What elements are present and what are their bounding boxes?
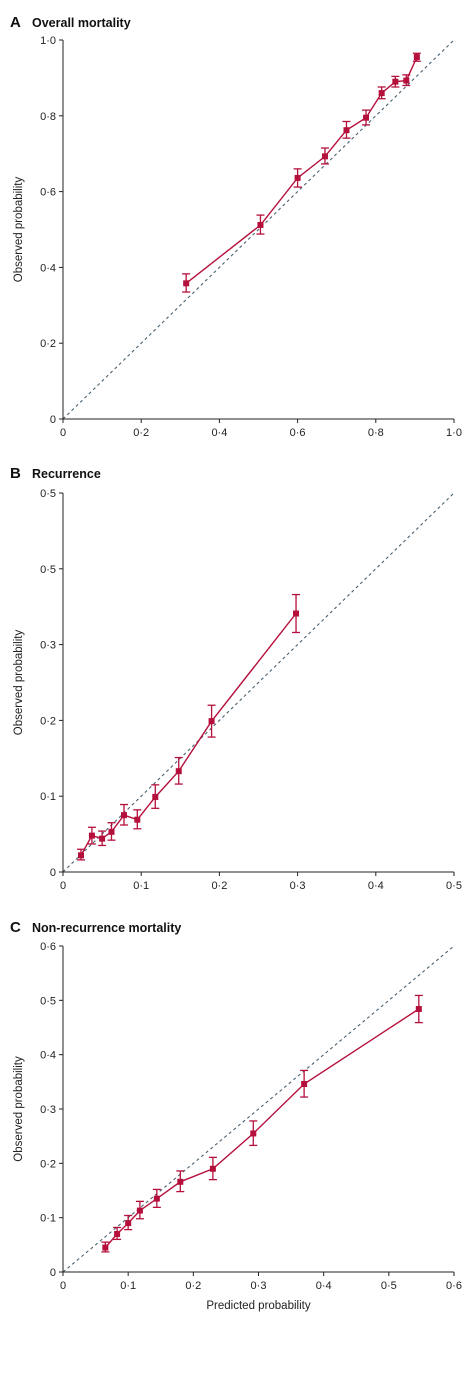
data-point — [134, 816, 141, 823]
y-axis-label: Observed probability — [13, 1056, 25, 1162]
y-tick-label: 0·2 — [40, 715, 56, 727]
y-tick-label: 0·6 — [40, 941, 56, 953]
x-tick-label: 0·6 — [290, 427, 306, 439]
y-axis-label: Observed probability — [13, 177, 25, 283]
data-point — [363, 114, 370, 121]
reference-line — [62, 39, 455, 420]
x-tick-label: 0 — [60, 427, 66, 439]
x-tick-label: 0 — [60, 1280, 66, 1292]
data-point — [392, 78, 399, 85]
data-point — [102, 1244, 109, 1251]
data-point — [301, 1081, 308, 1088]
y-tick-label: 0·5 — [40, 995, 56, 1007]
data-point — [403, 77, 410, 84]
y-axis-label: Observed probability — [13, 630, 25, 736]
y-tick-label: 0·4 — [40, 262, 56, 274]
data-point — [99, 835, 106, 842]
y-tick-label: 1·0 — [40, 35, 56, 47]
data-point — [125, 1220, 132, 1227]
data-point — [175, 768, 182, 775]
x-tick-label: 0 — [60, 880, 66, 892]
x-tick-label: 0·4 — [211, 427, 227, 439]
series-line — [185, 56, 418, 284]
data-point — [413, 54, 420, 61]
data-point — [88, 832, 95, 839]
data-point — [321, 153, 328, 160]
data-point — [293, 610, 300, 617]
data-point — [77, 852, 84, 859]
y-tick-label: 0·1 — [40, 1213, 56, 1225]
x-tick-label: 0·5 — [446, 880, 462, 892]
y-tick-label: 0·5 — [40, 488, 56, 500]
y-tick-label: 0·2 — [40, 338, 56, 350]
data-point — [153, 1195, 160, 1202]
x-tick-label: 0·3 — [251, 1280, 267, 1292]
data-point — [257, 221, 264, 228]
data-point — [415, 1006, 422, 1013]
data-point — [152, 793, 159, 800]
y-tick-label: 0·4 — [40, 1050, 56, 1062]
data-point — [183, 280, 190, 287]
data-point — [250, 1130, 257, 1137]
y-tick-label: 0 — [50, 1267, 56, 1279]
x-tick-label: 1·0 — [446, 427, 462, 439]
data-point — [136, 1207, 143, 1214]
data-point — [177, 1178, 184, 1185]
x-tick-label: 0·2 — [185, 1280, 201, 1292]
data-point — [343, 127, 350, 134]
panel-title: Non-recurrence mortality — [32, 921, 181, 935]
panel-letter: C — [10, 919, 21, 936]
x-tick-label: 0·2 — [133, 427, 149, 439]
x-tick-label: 0·3 — [290, 880, 306, 892]
y-tick-label: 0·3 — [40, 640, 56, 652]
x-tick-label: 0·4 — [368, 880, 384, 892]
x-tick-label: 0·8 — [368, 427, 384, 439]
data-point — [378, 90, 385, 97]
y-tick-label: 0·3 — [40, 1104, 56, 1116]
x-tick-label: 0·5 — [381, 1280, 397, 1292]
y-tick-label: 0·6 — [40, 187, 56, 199]
panel-a-overall-mortality: A Overall mortality 0 0·2 0·4 0·6 0·8 1·0 0 0·2… — [10, 14, 462, 439]
series-line — [104, 1008, 420, 1248]
y-tick-label: 0·5 — [40, 564, 56, 576]
data-point — [209, 1165, 216, 1172]
panel-letter: A — [10, 14, 21, 31]
reference-line — [62, 945, 455, 1273]
x-axis-label: Predicted probability — [206, 1300, 310, 1312]
series-line — [80, 613, 297, 856]
reference-line — [62, 492, 455, 873]
y-tick-label: 0·2 — [40, 1158, 56, 1170]
y-tick-label: 0 — [50, 414, 56, 426]
y-tick-label: 0 — [50, 867, 56, 879]
x-tick-label: 0·1 — [120, 1280, 136, 1292]
panel-letter: B — [10, 465, 21, 482]
panel-title: Recurrence — [32, 467, 101, 481]
y-tick-label: 0·8 — [40, 111, 56, 123]
panel-b-recurrence: B Recurrence 0 0·1 0·2 0·3 0·5 0·5 0 0·1 0·2 0·3 0… — [10, 465, 462, 892]
panel-title: Overall mortality — [32, 16, 131, 30]
x-tick-label: 0·1 — [133, 880, 149, 892]
x-tick-label: 0·6 — [446, 1280, 462, 1292]
x-tick-label: 0·4 — [316, 1280, 332, 1292]
panel-c-non-recurrence-mortality: C Non-recurrence mortality 0 0·1 0·2 0·3 0·4… — [10, 919, 462, 1312]
x-tick-label: 0·2 — [211, 880, 227, 892]
data-point — [108, 828, 115, 835]
y-tick-label: 0·1 — [40, 791, 56, 803]
data-point — [208, 718, 215, 725]
data-point — [114, 1230, 121, 1237]
data-point — [294, 174, 301, 181]
data-point — [120, 812, 127, 819]
